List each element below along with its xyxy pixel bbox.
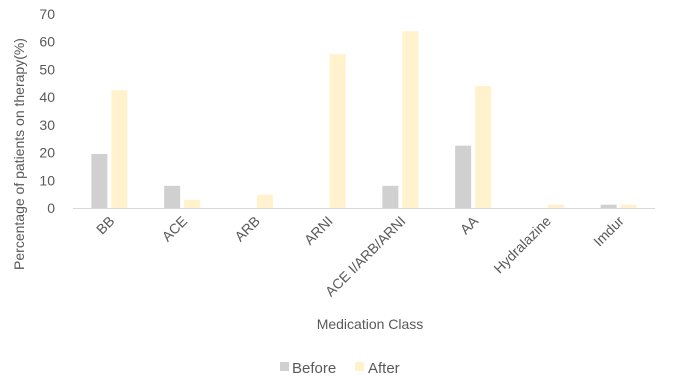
bar-before-1 bbox=[164, 185, 181, 208]
x-tick-label: AA bbox=[457, 212, 482, 237]
bar-before-4 bbox=[382, 185, 399, 208]
bar-before-7 bbox=[600, 204, 617, 208]
y-tick-label: 0 bbox=[47, 200, 55, 216]
x-tick-label: ACE I/ARB/ARNI bbox=[322, 213, 409, 300]
y-tick-label: 70 bbox=[39, 6, 55, 22]
x-tick-label: BB bbox=[93, 213, 118, 238]
y-tick-label: 30 bbox=[39, 117, 55, 133]
bar-before-5 bbox=[455, 145, 472, 208]
bar-after-5 bbox=[475, 86, 492, 208]
bar-before-0 bbox=[91, 153, 108, 208]
bar-after-0 bbox=[111, 90, 128, 208]
legend-label-before: Before bbox=[292, 360, 336, 376]
bar-after-7 bbox=[620, 204, 637, 208]
x-tick-label: ARB bbox=[231, 213, 263, 245]
x-tick-label: Imdur bbox=[590, 213, 627, 250]
x-axis-label: Medication Class bbox=[317, 316, 424, 332]
x-tick-label: ACE bbox=[159, 213, 191, 245]
y-tick-label: 20 bbox=[39, 145, 55, 161]
y-tick-label: 10 bbox=[39, 172, 55, 188]
bar-after-6 bbox=[547, 204, 564, 208]
bars bbox=[91, 31, 637, 208]
x-tick-label: Hydralazine bbox=[490, 213, 554, 277]
bar-after-4 bbox=[402, 31, 419, 208]
y-axis-label: Percentage of patients on therapy(%) bbox=[11, 38, 27, 270]
bar-after-1 bbox=[184, 199, 201, 208]
bar-after-3 bbox=[329, 54, 346, 208]
legend: Before After bbox=[280, 360, 400, 376]
y-tick-label: 60 bbox=[39, 34, 55, 50]
y-axis: 0 10 20 30 40 50 60 70 bbox=[39, 6, 55, 216]
legend-label-after: After bbox=[368, 360, 400, 376]
legend-swatch-after bbox=[355, 362, 364, 371]
y-tick-label: 50 bbox=[39, 61, 55, 77]
legend-swatch-before bbox=[280, 362, 289, 371]
y-tick-label: 40 bbox=[39, 89, 55, 105]
bar-after-2 bbox=[256, 194, 273, 208]
x-tick-label: ARNI bbox=[301, 213, 336, 248]
